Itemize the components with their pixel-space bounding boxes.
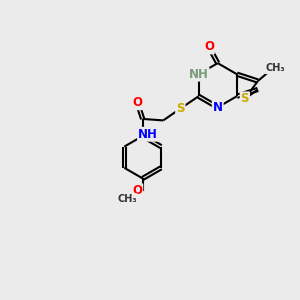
Text: O: O [132,184,142,197]
Text: NH: NH [138,128,158,141]
Text: CH₃: CH₃ [117,194,137,204]
Text: O: O [204,40,214,53]
Text: NH: NH [189,68,208,81]
Text: N: N [213,101,223,114]
Text: S: S [241,92,249,105]
Text: S: S [176,102,184,115]
Text: O: O [132,96,142,109]
Text: CH₃: CH₃ [266,63,285,73]
